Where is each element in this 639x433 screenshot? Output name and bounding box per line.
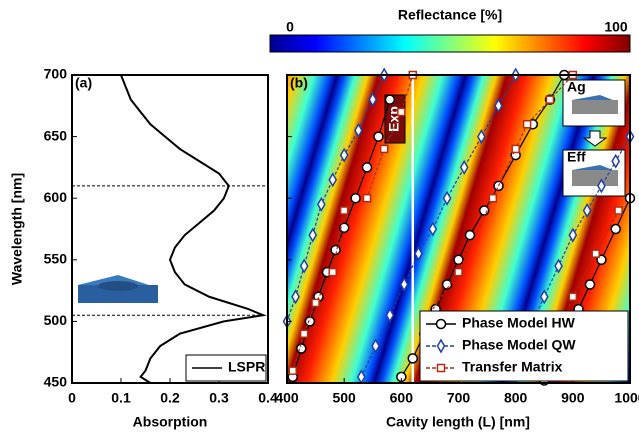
marker xyxy=(511,144,520,154)
marker xyxy=(399,276,409,292)
y-tick-label: 550 xyxy=(44,251,68,267)
marker xyxy=(361,162,373,173)
marker xyxy=(291,289,300,305)
marker xyxy=(414,246,423,262)
y-axis-label: Wavelength [nm] xyxy=(9,173,25,285)
marker xyxy=(614,206,623,215)
colorbar-title: Reflectance [%] xyxy=(398,7,502,23)
marker xyxy=(554,258,563,274)
marker xyxy=(308,227,318,243)
marker xyxy=(459,159,469,175)
marker xyxy=(488,193,498,203)
panel-label: (b) xyxy=(290,75,308,91)
annotation: Ag xyxy=(567,79,586,95)
marker xyxy=(442,190,452,206)
x-tick-label: 0.3 xyxy=(209,390,229,406)
marker xyxy=(428,221,438,237)
inset-lspr xyxy=(78,275,158,303)
marker xyxy=(288,366,297,375)
marker xyxy=(441,279,453,290)
colorbar-tick-label: 0 xyxy=(286,19,294,35)
marker xyxy=(316,196,326,212)
marker xyxy=(373,131,384,142)
marker xyxy=(385,307,395,323)
marker xyxy=(407,353,419,364)
marker xyxy=(494,98,503,114)
exp-box xyxy=(384,94,406,144)
marker xyxy=(397,107,406,117)
annotation: Eff xyxy=(567,149,586,165)
marker xyxy=(368,92,378,108)
legend xyxy=(419,310,629,382)
marker xyxy=(339,206,349,215)
marker xyxy=(384,94,396,105)
x-tick-label: 500 xyxy=(332,390,356,406)
marker xyxy=(338,222,350,234)
marker xyxy=(379,144,389,154)
marker xyxy=(339,147,349,163)
x-tick-label: 1000 xyxy=(614,390,639,406)
colorbar-tick-label: 100 xyxy=(604,19,628,35)
marker xyxy=(591,249,600,258)
marker xyxy=(582,203,592,219)
x-tick-label: 400 xyxy=(275,390,299,406)
colorbar xyxy=(269,34,631,53)
marker xyxy=(371,338,380,354)
marker xyxy=(362,193,372,203)
legend-label: Transfer Matrix xyxy=(462,359,563,375)
x-tick-label: 0.1 xyxy=(111,390,131,406)
marker xyxy=(328,267,337,277)
marker xyxy=(476,129,486,145)
y-tick-label: 500 xyxy=(44,312,68,328)
x-tick-label: 0.4 xyxy=(258,390,278,406)
y-tick-label: 450 xyxy=(44,374,68,390)
x-axis-label: Absorption xyxy=(133,414,208,430)
marker xyxy=(584,279,596,290)
marker xyxy=(299,258,309,274)
marker xyxy=(522,120,532,129)
marker xyxy=(454,267,463,277)
y-tick-label: 600 xyxy=(44,189,68,205)
marker xyxy=(597,178,606,194)
marker xyxy=(539,289,549,305)
marker xyxy=(611,153,621,169)
x-tick-label: 700 xyxy=(447,390,471,406)
marker xyxy=(436,363,446,373)
marker xyxy=(568,227,578,243)
marker xyxy=(311,298,320,308)
marker xyxy=(328,172,338,188)
x-tick-label: 800 xyxy=(504,390,528,406)
panel-label: (a) xyxy=(75,75,92,91)
line xyxy=(120,74,267,384)
marker xyxy=(478,205,490,216)
legend-label: LSPR xyxy=(228,359,265,375)
marker xyxy=(568,292,578,302)
marker xyxy=(354,122,363,138)
marker xyxy=(545,95,555,104)
marker xyxy=(330,244,341,256)
x-tick-label: 900 xyxy=(561,390,585,406)
marker xyxy=(296,343,307,354)
x-tick-label: 0 xyxy=(68,390,76,406)
legend-label: Phase Model HW xyxy=(462,315,576,331)
marker xyxy=(453,254,464,266)
x-tick-label: 0.2 xyxy=(160,390,180,406)
marker xyxy=(610,223,621,235)
marker xyxy=(436,338,446,354)
marker xyxy=(350,192,361,204)
y-tick-label: 650 xyxy=(44,127,68,143)
y-tick-label: 700 xyxy=(44,66,68,82)
x-tick-label: 600 xyxy=(390,390,414,406)
marker xyxy=(299,329,309,338)
legend-label: Phase Model QW xyxy=(462,337,576,353)
plot-frame xyxy=(71,74,269,384)
marker xyxy=(464,229,476,241)
marker xyxy=(435,318,447,330)
x-axis-label: Cavity length (L) [nm] xyxy=(386,414,530,430)
